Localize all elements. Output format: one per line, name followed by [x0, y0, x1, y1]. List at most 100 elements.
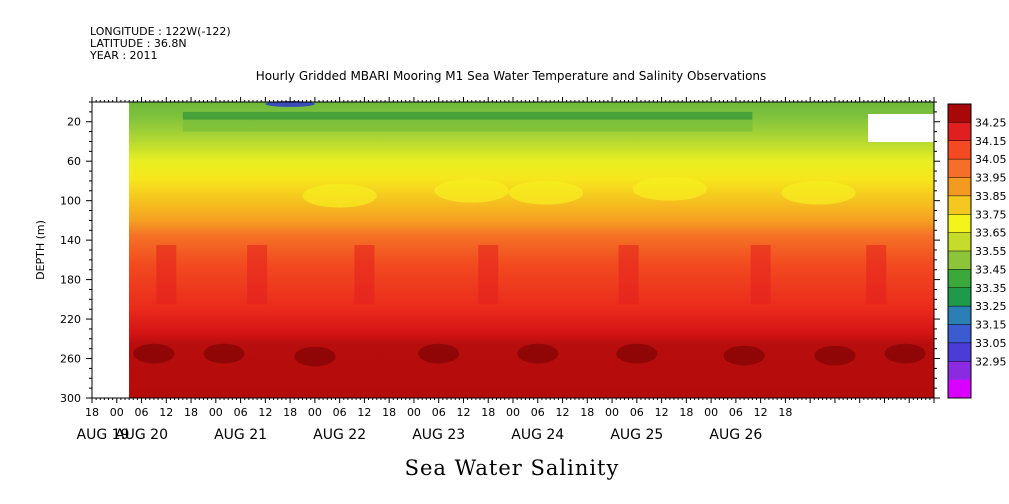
- colorbar-label: 33.35: [975, 282, 1007, 295]
- x-day-label: AUG 23: [412, 427, 465, 443]
- yellow-pocket: [632, 176, 707, 201]
- x-hour-label: 12: [159, 406, 173, 419]
- variable-label: Sea Water Salinity: [405, 456, 620, 480]
- colorbar-label: 32.95: [975, 355, 1007, 368]
- deep-high-salinity-patch: [133, 343, 175, 364]
- colorbar-label: 33.05: [975, 337, 1007, 350]
- x-day-label: AUG 25: [610, 427, 663, 443]
- x-hour-label: 12: [357, 406, 371, 419]
- colorbar-swatch: [948, 306, 971, 325]
- red-plume: [354, 245, 375, 305]
- colorbar-swatch: [948, 342, 971, 362]
- yellow-pocket: [508, 180, 584, 205]
- yellow-pocket: [434, 178, 509, 203]
- deep-high-salinity-patch: [203, 343, 245, 364]
- colorbar-label: 34.05: [975, 153, 1007, 166]
- y-tick-label: 140: [60, 234, 81, 247]
- x-hour-label: 18: [283, 406, 297, 419]
- x-hour-label: 00: [704, 406, 718, 419]
- x-hour-label: 00: [209, 406, 223, 419]
- x-hour-label: 18: [184, 406, 198, 419]
- deep-high-salinity-patch: [616, 343, 658, 364]
- x-day-label: AUG 26: [709, 427, 762, 443]
- colorbar-swatch: [948, 287, 971, 307]
- colorbar-swatch: [948, 269, 971, 289]
- latitude-text: LATITUDE : 36.8N: [90, 37, 187, 50]
- colorbar-label: 34.25: [975, 116, 1007, 129]
- colorbar-label: 33.15: [975, 319, 1007, 332]
- colorbar-swatch: [948, 177, 971, 197]
- x-day-label: AUG 19: [77, 427, 130, 443]
- red-plume: [750, 245, 771, 305]
- x-hour-label: 12: [655, 406, 669, 419]
- y-tick-label: 20: [67, 116, 81, 129]
- x-hour-label: 18: [382, 406, 396, 419]
- x-hour-label: 06: [729, 406, 743, 419]
- colorbar: 34.25 34.15 34.05 33.95 33.85 33.75 33.65 33.55…: [947, 103, 1007, 399]
- chart-title: Hourly Gridded MBARI Mooring M1 Sea Wate…: [256, 69, 767, 83]
- x-day-label: AUG 21: [214, 427, 267, 443]
- deep-high-salinity-patch: [814, 345, 856, 366]
- red-plume: [866, 245, 887, 305]
- surface-green-band: [182, 119, 753, 132]
- x-hour-label: 06: [333, 406, 347, 419]
- missing-data-patch: [868, 114, 934, 142]
- colorbar-label: 33.95: [975, 172, 1007, 185]
- x-day-label: AUG 22: [313, 427, 366, 443]
- x-day-label: AUG 20: [115, 427, 168, 443]
- colorbar-label: 34.15: [975, 135, 1007, 148]
- colorbar-label: 33.55: [975, 245, 1007, 258]
- y-tick-label: 300: [60, 392, 81, 405]
- colorbar-label: 33.45: [975, 263, 1007, 276]
- colorbar-swatch: [948, 214, 971, 233]
- colorbar-swatch: [948, 324, 971, 344]
- colorbar-swatch: [948, 122, 971, 142]
- x-hour-label: 06: [531, 406, 545, 419]
- x-hour-label: 18: [481, 406, 495, 419]
- x-hour-label: 18: [85, 406, 99, 419]
- x-hour-label: 06: [135, 406, 149, 419]
- deep-high-salinity-patch: [723, 345, 765, 366]
- x-hour-label: 12: [258, 406, 272, 419]
- x-hour-label: 12: [556, 406, 570, 419]
- red-plume: [156, 245, 177, 305]
- x-hour-label: 18: [679, 406, 693, 419]
- colorbar-swatch: [948, 104, 971, 123]
- salinity-features: [133, 101, 926, 367]
- colorbar-swatch: [948, 195, 971, 215]
- x-hour-label: 18: [580, 406, 594, 419]
- y-tick-label: 260: [60, 353, 81, 366]
- x-hour-label: 12: [456, 406, 470, 419]
- colorbar-label: 33.25: [975, 300, 1007, 313]
- colorbar-label: 33.75: [975, 208, 1007, 221]
- plot-area: [91, 101, 935, 399]
- x-axis: 18 00 06 12 18 00 06 12 18 00 06 12 18 00 06 12 18 00 06 12…: [77, 97, 935, 443]
- deep-high-salinity-patch: [294, 346, 336, 367]
- deep-high-salinity-patch: [517, 343, 559, 364]
- y-tick-label: 60: [67, 155, 81, 168]
- y-tick-label: 220: [60, 313, 81, 326]
- x-hour-label: 00: [110, 406, 124, 419]
- red-plume: [247, 245, 268, 305]
- colorbar-swatch: [948, 140, 971, 160]
- x-hour-label: 06: [630, 406, 644, 419]
- colorbar-label: 33.65: [975, 227, 1007, 240]
- x-hour-label: 00: [605, 406, 619, 419]
- colorbar-swatch: [948, 251, 971, 270]
- year-text: YEAR : 2011: [89, 49, 158, 62]
- surface-low-salinity-band: [182, 111, 753, 120]
- y-axis-label: DEPTH (m): [34, 220, 47, 280]
- yellow-pocket: [781, 180, 856, 205]
- x-hour-label: 00: [308, 406, 322, 419]
- colorbar-swatch: [948, 379, 971, 399]
- y-tick-label: 180: [60, 274, 81, 287]
- colorbar-label: 33.85: [975, 190, 1007, 203]
- y-tick-label: 100: [60, 195, 81, 208]
- red-plume: [618, 245, 639, 305]
- longitude-text: LONGITUDE : 122W(-122): [90, 25, 231, 38]
- x-day-label: AUG 24: [511, 427, 564, 443]
- x-hour-label: 06: [234, 406, 248, 419]
- colorbar-swatch: [948, 159, 971, 178]
- colorbar-swatch: [948, 361, 971, 380]
